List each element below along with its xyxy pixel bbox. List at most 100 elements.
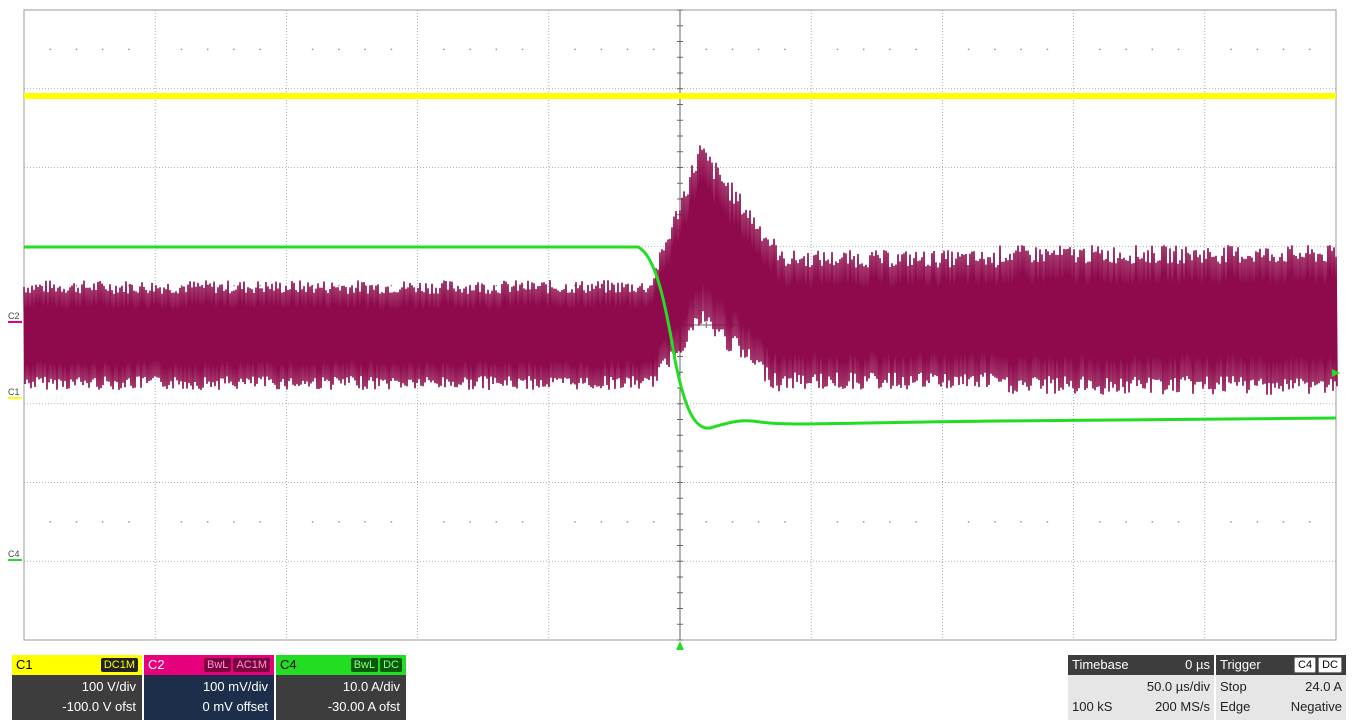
grid-dot <box>75 284 78 287</box>
grid-dot <box>259 48 262 51</box>
grid-dot <box>993 520 996 523</box>
grid-dot <box>259 520 262 523</box>
grid-dot <box>967 48 970 51</box>
timebase-tdiv: 50.0 µs/div <box>1146 679 1210 694</box>
c4-ground-marker: C4 <box>8 549 20 559</box>
grid-dot <box>101 520 104 523</box>
grid-dot <box>731 48 734 51</box>
grid-dot <box>390 284 393 287</box>
grid-dot <box>521 520 524 523</box>
status-bar: C1 DC1M 100 V/div -100.0 V ofst C2 BwL A… <box>0 655 1356 720</box>
channel-markers: C2 C1 C4 <box>8 311 1340 650</box>
c4-vdiv: 10.0 A/div <box>342 679 400 694</box>
grid-dot <box>206 48 209 51</box>
grid-dot <box>862 48 865 51</box>
grid-dot <box>967 520 970 523</box>
grid-dot <box>862 520 865 523</box>
grid-dot <box>1282 48 1285 51</box>
grid-dot <box>521 48 524 51</box>
grid-dot <box>233 284 235 287</box>
grid-dot <box>1151 520 1154 523</box>
c4-trace <box>24 245 1337 430</box>
grid-dot <box>731 520 734 523</box>
channel-c2-box[interactable]: C2 BwL AC1M 100 mV/div 0 mV offset <box>144 655 274 720</box>
channel-c2-header: C2 BwL AC1M <box>144 655 274 675</box>
c4-bw-badge: BwL <box>350 658 379 672</box>
c2-ground-marker: C2 <box>8 311 20 321</box>
trigger-slope: Negative <box>1290 699 1342 714</box>
grid-dot <box>233 520 235 523</box>
grid-dot <box>259 284 262 287</box>
grid-dot <box>1282 520 1285 523</box>
grid-dot <box>495 48 498 51</box>
trigger-label: Trigger <box>1220 657 1261 672</box>
timebase-box[interactable]: Timebase 0 µs 50.0 µs/div 100 kS 200 MS/… <box>1068 655 1214 720</box>
channel-c2-name: C2 <box>148 657 165 672</box>
trigger-time-marker <box>676 641 684 650</box>
c1-offset: -100.0 V ofst <box>62 699 136 714</box>
grid-dot <box>1256 520 1259 523</box>
grid-dot <box>836 520 839 523</box>
timebase-info: 50.0 µs/div 100 kS 200 MS/s <box>1068 675 1214 720</box>
grid-dot <box>390 48 393 51</box>
grid-dot <box>1020 520 1023 523</box>
grid-dot <box>626 520 629 523</box>
grid-dot <box>75 520 78 523</box>
trigger-box[interactable]: Trigger C4 DC Stop 24.0 A Edge Negative <box>1216 655 1346 720</box>
grid-dot <box>1308 520 1311 523</box>
grid-dot <box>364 48 367 51</box>
timebase-rate: 200 MS/s <box>1155 699 1210 714</box>
grid-dot <box>337 48 340 51</box>
channel-c4-info: 10.0 A/div -30.00 A ofst <box>276 675 406 720</box>
timebase-label: Timebase <box>1072 657 1129 672</box>
grid-dot <box>915 520 918 523</box>
trigger-info: Stop 24.0 A Edge Negative <box>1216 675 1346 720</box>
timebase-delay: 0 µs <box>1185 657 1210 672</box>
channel-c4-box[interactable]: C4 BwL DC 10.0 A/div -30.00 A ofst <box>276 655 406 720</box>
grid-dot <box>337 284 340 287</box>
channel-c1-name: C1 <box>16 657 33 672</box>
channel-c2-info: 100 mV/div 0 mV offset <box>144 675 274 720</box>
grid-dot <box>889 520 891 523</box>
grid-dot <box>600 48 603 51</box>
grid-dot <box>993 48 996 51</box>
grid-dot <box>128 520 130 523</box>
grid-dot <box>1125 520 1127 523</box>
trigger-source-badge: C4 <box>1294 657 1317 673</box>
grid-dot <box>1256 48 1259 51</box>
grid-dot <box>652 48 655 51</box>
channel-c4-header: C4 BwL DC <box>276 655 406 675</box>
grid-dot <box>390 520 393 523</box>
grid-dot <box>180 48 183 51</box>
grid-dot <box>1098 520 1101 523</box>
grid-dot <box>574 48 576 51</box>
grid-dot <box>442 520 445 523</box>
trigger-level-marker <box>1332 369 1340 377</box>
grid-dot <box>206 520 209 523</box>
grid-dot <box>705 48 708 51</box>
grid-dot <box>1125 48 1127 51</box>
grid-dot <box>233 48 235 51</box>
grid-dot <box>574 520 576 523</box>
grid-dot <box>469 48 471 51</box>
grid-dot <box>784 48 786 51</box>
grid-dot <box>1151 48 1154 51</box>
trigger-coupling-badge: DC <box>1318 657 1342 673</box>
grid-dot <box>180 284 183 287</box>
trigger-type: Edge <box>1220 699 1251 714</box>
channel-c4-name: C4 <box>280 657 297 672</box>
c2-offset: 0 mV offset <box>202 699 268 714</box>
grid-dot <box>1230 48 1232 51</box>
waveform-traces <box>23 93 1338 430</box>
scope-display[interactable]: C2 C1 C4 <box>0 0 1356 650</box>
grid-dot <box>1020 48 1023 51</box>
c2-bw-badge: BwL <box>204 658 232 672</box>
c2-coupling-badge: AC1M <box>233 658 270 672</box>
trigger-mode: Stop <box>1220 679 1247 694</box>
trigger-level: 24.0 A <box>1305 679 1342 694</box>
channel-c1-box[interactable]: C1 DC1M 100 V/div -100.0 V ofst <box>12 655 142 720</box>
c1-trace <box>24 93 1336 99</box>
channel-c1-header: C1 DC1M <box>12 655 142 675</box>
grid-dot <box>337 520 340 523</box>
grid-dot <box>364 520 367 523</box>
